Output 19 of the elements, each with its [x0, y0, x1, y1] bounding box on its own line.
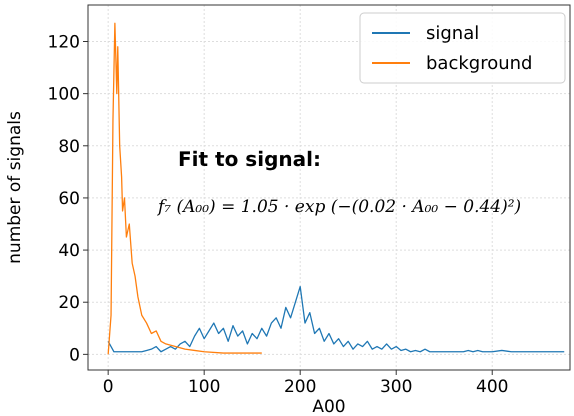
y-tick-label: 120 [48, 32, 80, 52]
y-tick-label: 60 [58, 188, 80, 209]
legend-label: signal [426, 23, 480, 44]
x-tick-label: 300 [380, 377, 412, 397]
line-series [108, 286, 565, 352]
x-tick-label: 0 [102, 377, 114, 397]
y-axis-title: number of signals [5, 111, 25, 264]
annotation: Fit to signal: [178, 147, 321, 171]
x-tick-label: 100 [188, 377, 220, 397]
x-axis-title: A00 [312, 397, 346, 416]
x-tick-label: 200 [284, 377, 316, 397]
y-tick-label: 20 [58, 293, 80, 314]
y-tick-label: 40 [58, 241, 80, 262]
y-tick-label: 0 [69, 345, 80, 366]
x-tick-label: 400 [476, 377, 508, 397]
y-tick-label: 80 [58, 136, 80, 157]
annotation: f₇ (A₀₀) = 1.05 · exp (−(0.02 · A₀₀ − 0.44)²) [156, 197, 522, 217]
y-tick-label: 100 [48, 84, 80, 105]
legend-label: background [426, 53, 532, 74]
